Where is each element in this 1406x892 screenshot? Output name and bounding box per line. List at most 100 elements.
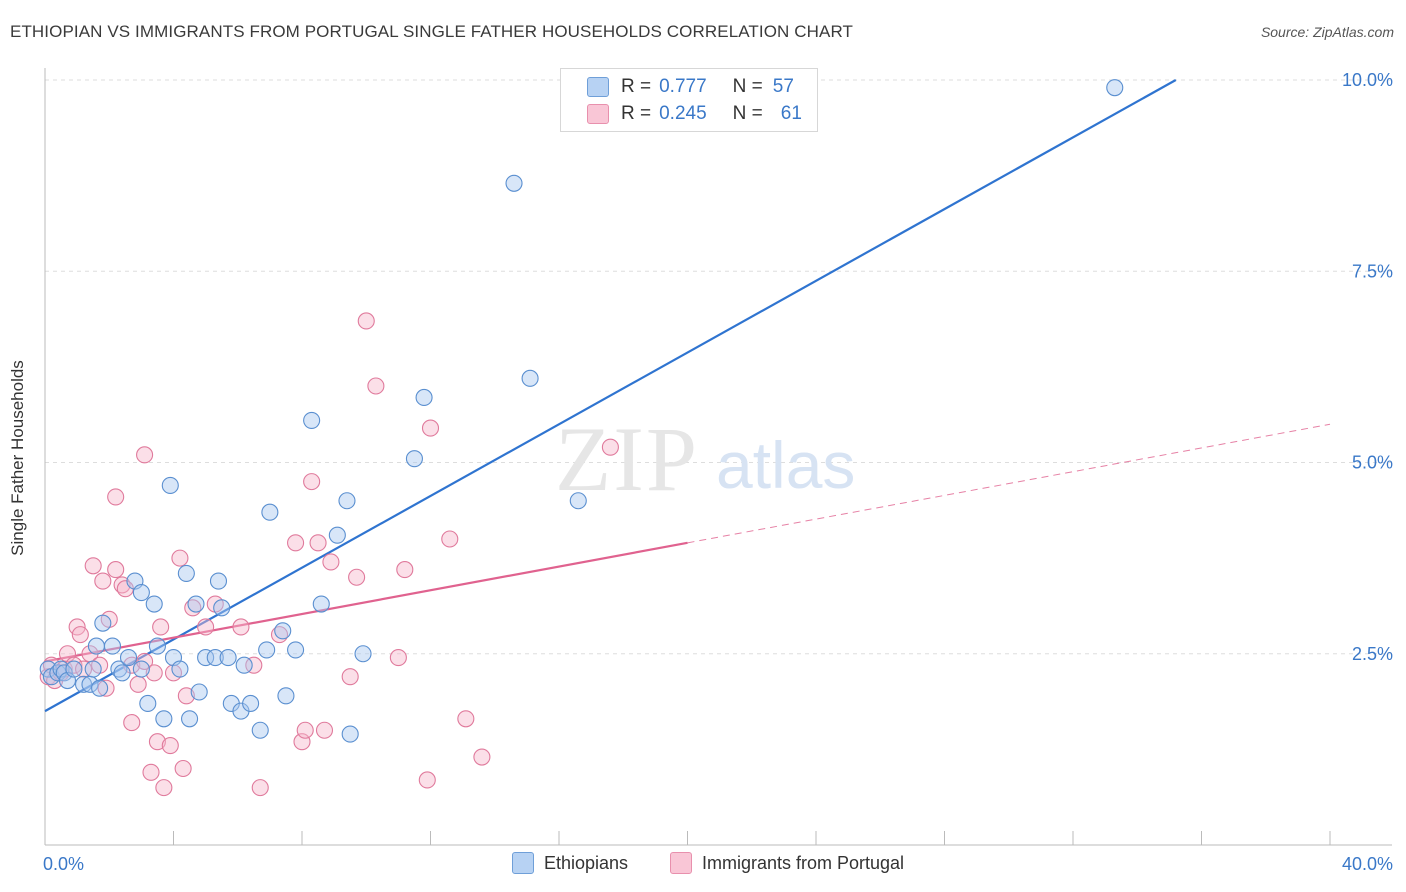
legend-row-ethiopians: R = 0.777 N = 57 [587,75,794,99]
y-tick-label: 2.5% [1352,644,1393,664]
point-ethiopians [177,564,195,582]
point-ethiopians [91,679,109,697]
point-ethiopians [251,721,269,739]
r-label: R = [621,76,652,97]
correlation-legend: R = 0.777 N = 57 R = 0.245 N = 61 [560,68,818,132]
point-portugal [315,721,334,739]
series-ethiopians-points [39,79,1124,743]
point-ethiopians [405,450,423,468]
point-ethiopians [213,599,231,617]
point-ethiopians [132,660,150,678]
point-portugal [142,763,160,781]
y-tick-label: 7.5% [1352,261,1393,281]
point-ethiopians [521,369,539,387]
point-ethiopians [354,645,372,663]
point-ethiopians [139,694,157,713]
point-portugal [357,312,375,330]
point-ethiopians [338,492,356,510]
n-label: N = [732,103,763,124]
point-ethiopians [274,622,292,640]
point-ethiopians [242,694,260,713]
point-portugal [473,748,491,766]
point-ethiopians [235,656,253,674]
trend-lines [44,79,1331,713]
series-legend: Ethiopians Immigrants from Portugal [0,852,1406,878]
legend-item-ethiopians[interactable]: Ethiopians [512,852,628,874]
point-portugal [389,649,407,667]
point-ethiopians [505,174,523,192]
point-portugal [287,534,305,552]
r-value: 0.777 [659,76,707,97]
n-value: 61 [780,103,802,124]
trend-line-ethiopians [44,79,1177,713]
point-ethiopians [206,649,224,667]
point-portugal [341,668,359,686]
point-ethiopians [94,614,112,632]
point-portugal [441,530,459,548]
x-tick-label-min: 0.0% [43,854,84,874]
point-portugal [75,660,93,678]
legend-item-portugal[interactable]: Immigrants from Portugal [670,852,904,874]
point-portugal [171,549,189,567]
point-ethiopians [277,687,295,705]
point-portugal [197,618,215,636]
y-tick-label: 5.0% [1352,453,1393,473]
point-ethiopians [103,637,122,655]
trend-line-portugal [44,541,688,663]
point-portugal [107,561,125,579]
watermark-atlas: atlas [716,428,855,502]
y-axis-label: Single Father Households [8,360,27,556]
n-value: 57 [772,76,794,97]
x-tick-label-max: 40.0% [1342,854,1393,874]
point-ethiopians [328,526,346,544]
point-portugal [152,618,170,636]
point-portugal [396,561,414,579]
point-portugal [367,377,385,395]
point-portugal [148,733,166,751]
point-portugal [457,710,475,728]
point-portugal [322,553,340,571]
n-label: N = [732,76,763,97]
point-portugal [296,721,314,739]
pink-swatch-icon [587,104,609,124]
point-ethiopians [1106,79,1124,97]
point-portugal [123,714,141,732]
point-ethiopians [113,664,131,682]
legend-label: Immigrants from Portugal [702,852,905,873]
pink-swatch-icon [670,852,692,874]
point-portugal [245,656,263,674]
blue-swatch-icon [587,77,609,97]
point-ethiopians [569,492,587,510]
point-portugal [309,534,327,552]
point-ethiopians [84,660,102,678]
point-portugal [155,779,173,797]
point-portugal [251,779,269,797]
r-label: R = [621,103,652,124]
trend-line-portugal-extrapolated [687,423,1331,544]
point-ethiopians [341,725,359,743]
point-ethiopians [87,637,105,655]
point-portugal [303,473,321,491]
point-portugal [232,618,250,636]
point-portugal [97,679,115,697]
point-portugal [71,626,89,644]
legend-row-portugal: R = 0.245 N = 61 [587,102,802,126]
tick-labels: 2.5% 5.0% 7.5% 10.0% 0.0% 40.0% [43,70,1393,874]
point-ethiopians [145,595,163,613]
point-portugal [601,438,619,456]
watermark: ZIP atlas [555,408,855,510]
point-portugal [348,568,366,586]
point-ethiopians [181,710,199,728]
point-ethiopians [148,637,166,655]
point-ethiopians [190,683,208,701]
point-portugal [177,687,195,705]
y-tick-label: 10.0% [1342,70,1393,90]
r-value: 0.245 [659,103,707,124]
blue-swatch-icon [512,852,534,874]
point-portugal [418,771,436,789]
grid-lines [45,79,1392,655]
point-portugal [421,419,440,437]
point-portugal [94,572,112,590]
point-ethiopians [132,583,150,602]
